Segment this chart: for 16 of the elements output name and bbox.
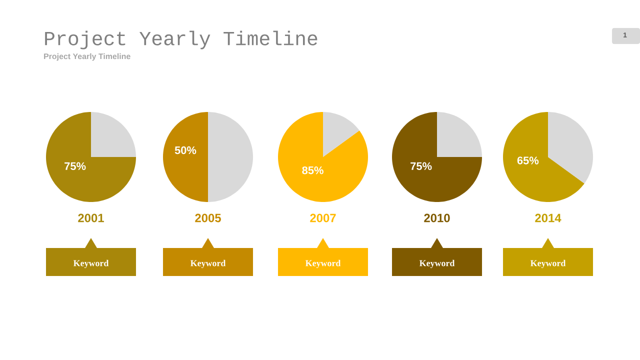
- text: 2010: [424, 214, 450, 222]
- text: 2005: [195, 214, 221, 222]
- text: Keyword: [419, 260, 455, 268]
- data-label: 75%: [410, 162, 432, 170]
- text: Project Yearly Timeline: [45, 30, 318, 50]
- text: Keyword: [190, 260, 226, 268]
- data-label: 75%: [64, 162, 86, 170]
- text: 2001: [78, 214, 104, 222]
- data-label: 65%: [517, 156, 539, 164]
- text: Keyword: [305, 260, 341, 268]
- text: 2007: [310, 214, 336, 222]
- text: Keyword: [73, 260, 109, 268]
- text: Keyword: [530, 260, 566, 268]
- text: 2014: [535, 214, 562, 222]
- data-label: 85%: [302, 166, 324, 174]
- data-label: 50%: [174, 146, 196, 154]
